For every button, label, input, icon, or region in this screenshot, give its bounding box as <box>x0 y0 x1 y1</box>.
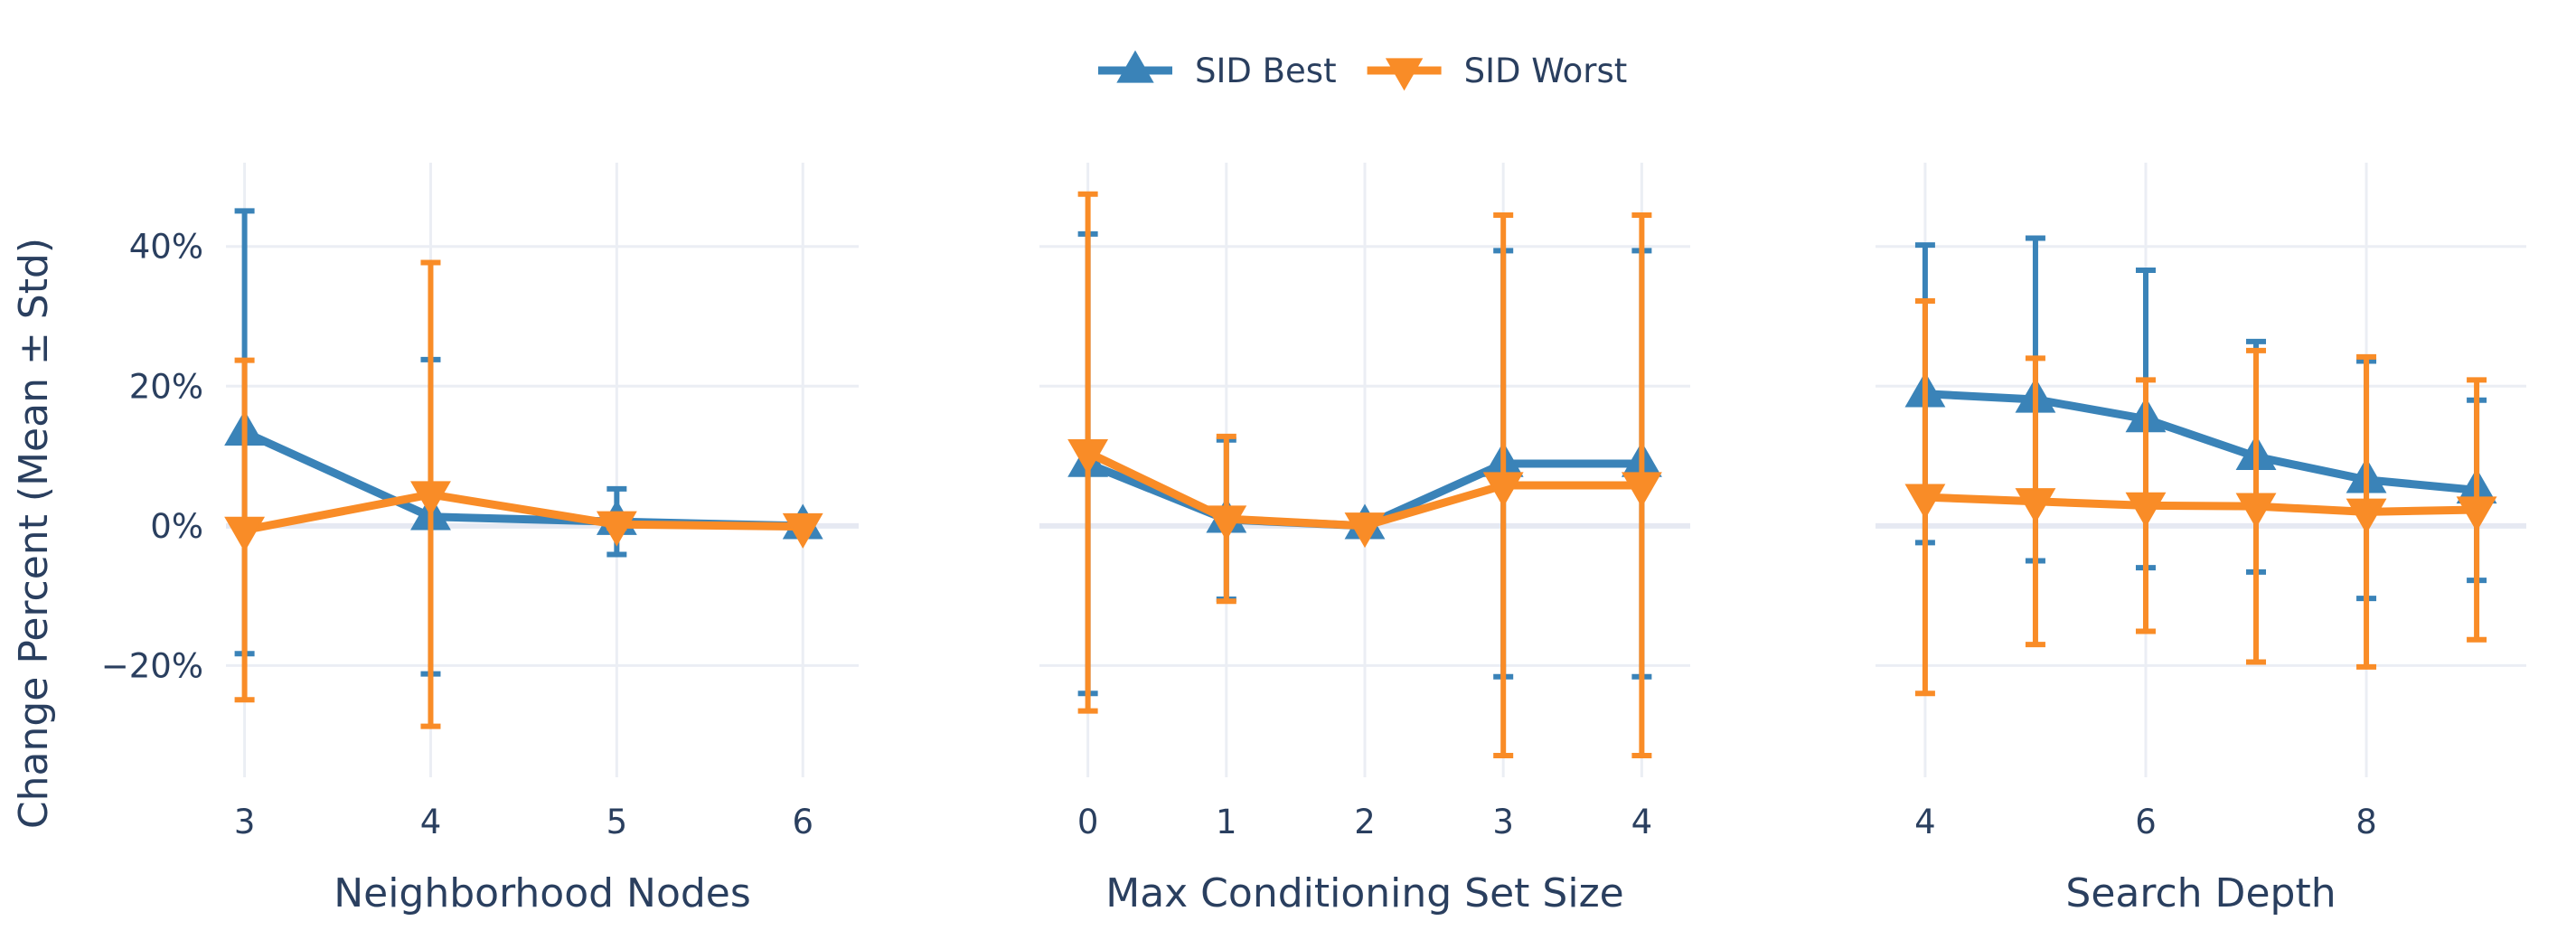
data-point <box>1067 439 1109 475</box>
y-tick-label: 40% <box>129 228 203 267</box>
series-sid-best <box>224 208 823 677</box>
series-line <box>1921 493 2481 516</box>
panel-neighborhood-nodes: 3 4 5 6 Neighborhood Nodes <box>224 163 859 916</box>
x-tick-label: 3 <box>1492 803 1514 841</box>
legend-marker <box>1385 58 1424 91</box>
data-point <box>596 511 637 547</box>
x-tick-label: 5 <box>606 803 628 841</box>
data-point <box>2125 492 2167 528</box>
x-tick-label: 4 <box>420 803 442 841</box>
x-axis-title: Max Conditioning Set Size <box>1105 870 1624 916</box>
y-tick-label: 20% <box>129 367 203 406</box>
x-tick-label: 4 <box>1631 803 1653 841</box>
y-axis-title: Change Percent (Mean ± Std) <box>11 238 57 829</box>
series-sid-worst <box>1904 298 2497 697</box>
data-point <box>2015 488 2056 524</box>
legend-label: SID Worst <box>1464 52 1628 90</box>
legend-item-sid-best: SID Best <box>1098 50 1337 90</box>
legend-item-sid-worst: SID Worst <box>1367 52 1628 91</box>
x-tick-label: 6 <box>2135 803 2157 841</box>
x-tick-label: 8 <box>2355 803 2377 841</box>
panel-search-depth: 4 6 8 Search Depth <box>1876 163 2526 916</box>
data-point <box>2456 496 2497 532</box>
legend-marker <box>1116 50 1154 83</box>
data-point <box>2346 498 2387 534</box>
x-tick-label: 4 <box>1914 803 1936 841</box>
x-tick-label: 6 <box>792 803 813 841</box>
x-tick-label: 1 <box>1216 803 1237 841</box>
legend: SID Best SID Worst <box>1098 50 1628 91</box>
data-point <box>1482 472 1524 508</box>
data-point <box>2235 493 2277 529</box>
legend-label: SID Best <box>1195 52 1337 90</box>
y-tick-label: 0% <box>150 507 203 546</box>
y-tick-label: −20% <box>101 646 203 685</box>
data-point <box>1206 505 1247 541</box>
data-point <box>782 512 823 549</box>
data-point <box>224 516 266 552</box>
x-tick-label: 2 <box>1354 803 1376 841</box>
series-sid-worst <box>1067 191 1662 759</box>
x-axis-title: Neighborhood Nodes <box>334 870 751 916</box>
data-point <box>410 481 451 517</box>
data-point <box>1904 484 1946 520</box>
data-point <box>1621 472 1662 508</box>
x-axis-title: Search Depth <box>2065 870 2336 916</box>
series-line <box>240 490 807 534</box>
series-sid-best <box>1904 235 2497 602</box>
x-tick-label: 0 <box>1077 803 1099 841</box>
series-line <box>1921 390 2481 494</box>
series-sid-worst <box>224 259 823 729</box>
data-point <box>1344 512 1386 549</box>
x-tick-label: 3 <box>234 803 256 841</box>
